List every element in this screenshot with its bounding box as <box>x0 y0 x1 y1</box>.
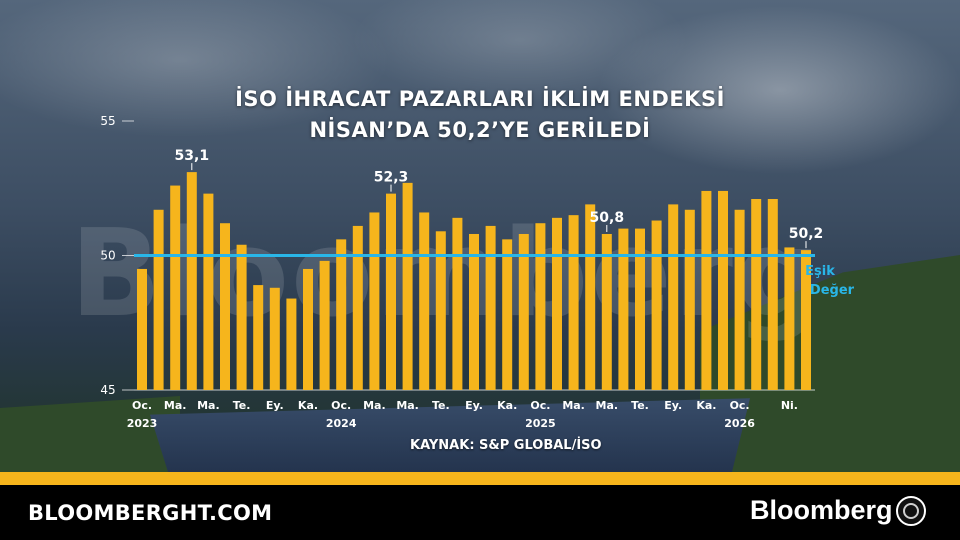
bar <box>784 247 795 390</box>
bar <box>303 268 313 390</box>
bar <box>801 250 811 390</box>
chart-title-line1: İSO İHRACAT PAZARLARI İKLİM ENDEKSİ <box>235 87 725 111</box>
x-tick-label: Oc. <box>730 399 750 412</box>
bar <box>585 204 596 390</box>
x-tick-label: Oc. <box>530 399 550 412</box>
bar <box>435 231 446 390</box>
bar <box>419 212 430 390</box>
x-tick-label: Ma. <box>596 399 619 412</box>
x-tick-year-label: 2024 <box>326 417 357 430</box>
ht-logo-icon <box>896 496 926 526</box>
bar <box>734 209 745 390</box>
bar <box>701 190 712 390</box>
bar <box>568 215 579 390</box>
bar <box>386 193 396 390</box>
threshold-label: Değer <box>810 283 855 298</box>
bar <box>485 225 496 390</box>
bar <box>352 225 363 390</box>
source-note: KAYNAK: S&P GLOBAL/İSO <box>410 438 602 453</box>
chart-title-line2: NİSAN’DA 50,2’YE GERİLEDİ <box>309 118 651 142</box>
chart-title: İSO İHRACAT PAZARLARI İKLİM ENDEKSİ NİSA… <box>180 84 780 146</box>
y-tick-label: 55 <box>100 114 115 128</box>
bar <box>153 209 164 390</box>
x-tick-label: Ma. <box>363 399 386 412</box>
x-tick-label: Ka. <box>298 399 318 412</box>
threshold-label: Eşik <box>805 264 835 279</box>
site-url[interactable]: BLOOMBERGHT.COM <box>28 501 273 525</box>
x-tick-label: Ey. <box>664 399 682 412</box>
x-tick-label: Ma. <box>562 399 585 412</box>
bar <box>253 285 264 390</box>
bar <box>236 244 247 390</box>
x-tick-label: Ma. <box>164 399 187 412</box>
bar <box>336 239 347 390</box>
bar <box>170 185 181 390</box>
x-tick-year-label: 2026 <box>724 417 755 430</box>
y-tick-label: 45 <box>100 383 115 397</box>
bar-chart: 45 50 55 Eşik Değer 53,1 52,3 50,8 50,2 Oc. 2023 Ma… <box>100 114 855 430</box>
data-label: 50,8 <box>590 210 625 226</box>
x-tick-label: Ma. <box>396 399 419 412</box>
bar <box>535 223 546 390</box>
data-label: 50,2 <box>789 226 824 242</box>
x-tick-label: Ka. <box>497 399 517 412</box>
x-tick-label: Oc. <box>331 399 351 412</box>
bar <box>751 199 762 390</box>
bar <box>518 233 529 390</box>
data-label: 52,3 <box>374 170 409 186</box>
footer-accent-rule <box>0 472 960 485</box>
background-hill <box>0 396 180 472</box>
bar <box>651 220 662 390</box>
x-tick-label: Te. <box>631 399 649 412</box>
footer-bar <box>0 485 960 540</box>
bar <box>684 209 695 390</box>
bar <box>286 298 297 390</box>
bar <box>767 199 778 390</box>
data-label: 53,1 <box>175 148 210 164</box>
bar <box>203 193 214 390</box>
bloomberg-logo: Bloomberg <box>750 495 893 525</box>
x-tick-label: Te. <box>432 399 450 412</box>
x-tick-label: Oc. <box>132 399 152 412</box>
x-tick-label: Ey. <box>266 399 284 412</box>
x-tick-label: Ey. <box>465 399 483 412</box>
bar <box>186 172 197 390</box>
bar <box>469 233 479 390</box>
y-tick-label: 50 <box>100 249 115 263</box>
x-tick-label: Ka. <box>696 399 716 412</box>
bar <box>502 239 513 390</box>
bar <box>601 233 612 390</box>
x-tick-year-label: 2025 <box>525 417 556 430</box>
bar <box>319 260 330 390</box>
bar <box>369 212 380 390</box>
bar <box>635 228 645 390</box>
bar <box>137 268 147 390</box>
bar <box>402 182 413 390</box>
x-tick-label: Ma. <box>197 399 220 412</box>
bar <box>668 204 679 390</box>
bar <box>618 228 629 390</box>
x-tick-label: Te. <box>233 399 251 412</box>
bar <box>220 223 230 390</box>
x-tick-year-label: 2023 <box>127 417 158 430</box>
bar <box>718 190 728 390</box>
bar <box>452 217 463 390</box>
bar <box>269 287 280 390</box>
bar <box>552 217 562 390</box>
x-tick-label: Ni. <box>781 399 798 412</box>
